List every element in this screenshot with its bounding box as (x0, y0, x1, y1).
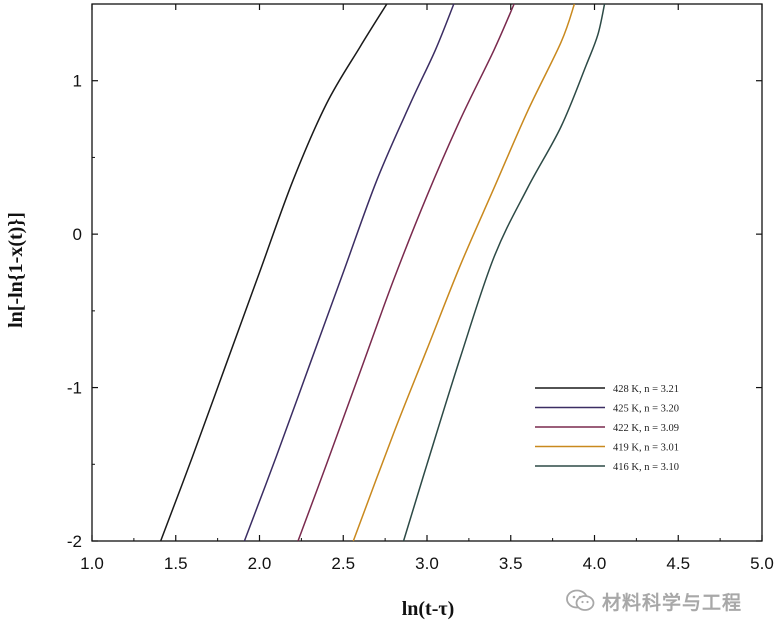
wechat-icon (566, 589, 595, 611)
series-line-5 (402, 3, 606, 542)
y-axis-label: ln[-ln{1-x(t)}] (5, 212, 27, 328)
legend-label-3: 422 K, n = 3.09 (613, 423, 679, 434)
legend-label-2: 425 K, n = 3.20 (613, 404, 679, 415)
y-tick-label: -2 (67, 532, 82, 551)
legend-label-4: 419 K, n = 3.01 (613, 443, 679, 454)
x-tick-label: 1.0 (80, 554, 104, 573)
x-tick-label: 2.5 (331, 554, 355, 573)
x-tick-label: 4.5 (666, 554, 690, 573)
x-axis-label: ln(t-τ) (402, 598, 455, 620)
x-tick-label: 3.5 (499, 554, 523, 573)
y-tick-label: -1 (67, 379, 82, 398)
x-tick-label: 2.0 (248, 554, 272, 573)
x-tick-label: 3.0 (415, 554, 439, 573)
plot-frame (91, 3, 763, 542)
series-line-2 (243, 3, 455, 542)
series-lines (159, 3, 606, 542)
x-tick-label: 1.5 (164, 554, 188, 573)
series-line-4 (352, 3, 576, 542)
legend: 428 K, n = 3.21 425 K, n = 3.20 422 K, n =… (535, 384, 679, 473)
legend-label-5: 416 K, n = 3.10 (613, 462, 679, 473)
series-line-1 (159, 3, 388, 542)
x-tick-label: 4.0 (583, 554, 607, 573)
y-tick-label: 0 (73, 225, 82, 244)
watermark-text: 材料科学与工程 (602, 591, 743, 614)
y-tick-label: 1 (73, 72, 82, 91)
legend-label-1: 428 K, n = 3.21 (613, 384, 679, 395)
x-tick-label: 5.0 (750, 554, 774, 573)
watermark: 材料科学与工程 (566, 584, 766, 618)
series-line-3 (297, 3, 515, 542)
axes: 1.0 1.5 2.0 2.5 3.0 3.5 4.0 4.5 5.0 -2 -1 0 1 (67, 3, 774, 573)
